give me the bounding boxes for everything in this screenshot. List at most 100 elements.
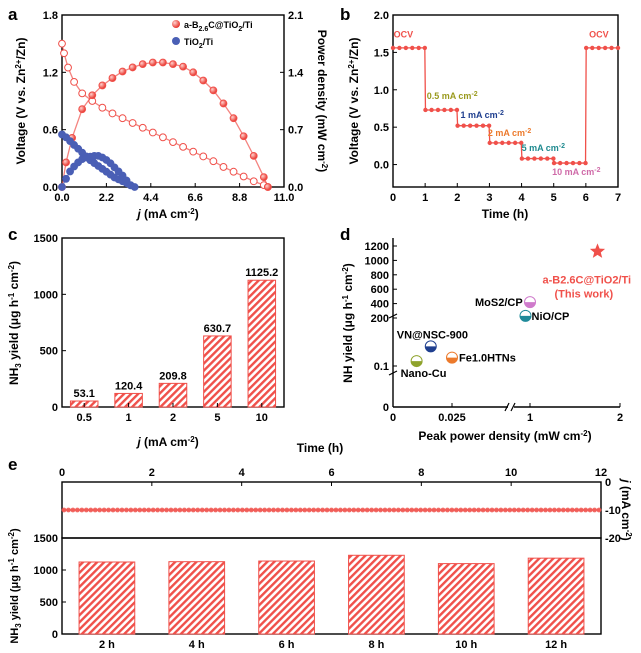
- current-point: [66, 507, 71, 513]
- current-point: [155, 507, 161, 513]
- data-point: [583, 45, 589, 51]
- x-tick-label: 6.6: [188, 192, 203, 204]
- current-point: [137, 507, 143, 513]
- plot-area-a: [58, 39, 272, 191]
- x-axis-label-d: Peak power density (mW cm-2): [418, 429, 591, 443]
- current-point: [511, 507, 517, 513]
- panel-a: a 0.0 0.6 1.2 1.8 0.0 0.7 1.4 2.1 0.0 2.2 4.4 6.6…: [8, 5, 329, 221]
- data-point: [159, 58, 167, 67]
- current-point: [213, 507, 218, 513]
- bar-value-label: 209.8: [159, 370, 187, 382]
- current-point: [436, 507, 441, 513]
- top-tick-label: 12: [595, 467, 607, 479]
- current-point: [266, 507, 272, 513]
- data-point: [551, 156, 556, 161]
- current-point: [124, 507, 129, 513]
- y-tick-label: 0: [52, 402, 58, 414]
- legend-marker-red: [172, 20, 180, 28]
- current-point: [306, 507, 312, 513]
- y-tick-label: 0.0: [43, 182, 58, 194]
- current-density-trace: [61, 507, 602, 513]
- data-point: [390, 45, 396, 51]
- x-axis-label-c: j (mA cm-2): [135, 435, 198, 449]
- y-tick-label: 0.0: [288, 182, 303, 194]
- current-point: [556, 507, 562, 513]
- current-point: [97, 507, 103, 513]
- current-point: [351, 507, 357, 513]
- x-tick-label: 7: [615, 192, 621, 204]
- current-point: [565, 507, 571, 513]
- x-tick-label: 0.0: [54, 192, 69, 204]
- panel-label-c: c: [8, 225, 17, 244]
- current-point: [150, 507, 156, 513]
- top-tick-label: 4: [239, 467, 246, 479]
- current-point: [293, 507, 299, 513]
- data-point: [506, 140, 511, 146]
- bar-value-label: 1125.2: [245, 267, 278, 279]
- plot-frame-a: [61, 14, 285, 188]
- right-tick-label: 0: [605, 477, 611, 489]
- legend-entry-a-b26c: a-B2.6C@TiO2/Ti: [184, 20, 253, 33]
- x-tick-label: 4: [519, 192, 526, 204]
- data-point: [108, 109, 117, 118]
- scatter-points-d: a-B2.6C@TiO2/Ti (This work) MoS2/CP NiO/CP V…: [397, 243, 631, 380]
- right-tick-label: -20: [605, 533, 621, 545]
- current-point: [181, 507, 187, 513]
- current-point: [177, 507, 183, 513]
- data-point: [88, 91, 97, 100]
- data-point: [577, 160, 582, 166]
- axis-break-mark: [510, 402, 516, 412]
- data-point: [557, 160, 563, 166]
- current-point: [288, 507, 294, 513]
- data-point: [148, 128, 157, 137]
- plot-area-b: [390, 45, 621, 166]
- data-point: [122, 176, 131, 185]
- annotation-sup: -2: [498, 110, 504, 117]
- y-axis-label-c: NH3 yield (μg h-1 cm-2): [7, 261, 23, 385]
- y-axis-left-label-a: Voltage (V vs. Zn2+/Zn): [14, 38, 28, 165]
- data-point: [564, 160, 569, 166]
- bar-value-label: 630.7: [204, 323, 232, 335]
- current-point: [569, 507, 575, 513]
- bar: [258, 560, 315, 635]
- data-point: [118, 67, 127, 76]
- bars-c: 53.1 0.5 120.4 1 209.8 2 630.7 5 1125.2 10: [69, 267, 278, 424]
- current-point: [106, 507, 111, 513]
- current-point: [516, 507, 522, 513]
- annotation-text: OCV: [394, 29, 414, 39]
- x-axis-top-label-e: Time (h): [297, 441, 343, 455]
- data-point: [493, 140, 499, 146]
- y-axis-break-mark: [388, 370, 398, 376]
- data-point: [442, 107, 447, 113]
- data-point: [189, 68, 198, 77]
- current-point: [195, 507, 201, 513]
- data-point: [480, 123, 486, 128]
- y-axis-right-label-e: j (mA cm-2): [619, 477, 633, 540]
- x-tick-label: 5: [214, 412, 220, 424]
- x-axis-top-ticks: 0 2 4 6 8 10 12: [59, 467, 607, 486]
- data-point: [239, 172, 248, 181]
- x-tick-label: 10: [256, 412, 268, 424]
- current-point: [355, 507, 361, 513]
- current-point: [297, 507, 303, 513]
- y-axis-ticks: 0 500 1000 1500: [34, 233, 66, 414]
- data-point: [615, 45, 621, 51]
- data-point: [62, 158, 70, 167]
- current-point: [360, 507, 366, 513]
- current-point: [583, 507, 589, 513]
- current-point: [449, 507, 455, 513]
- data-point: [118, 114, 127, 123]
- current-point: [498, 507, 504, 513]
- annotation-text: 10 mA cm: [552, 167, 594, 177]
- x-tick-label: 3: [486, 192, 492, 204]
- current-point: [494, 507, 499, 513]
- current-point: [520, 507, 526, 513]
- annotation-label: 0.5 mA cm-2: [427, 91, 478, 101]
- current-point: [543, 507, 548, 513]
- data-point: [551, 160, 557, 166]
- current-point: [284, 507, 290, 513]
- y-axis-right-ticks: 0.0 0.7 1.4 2.1: [280, 10, 304, 194]
- y-tick-label: 0.6: [43, 125, 58, 137]
- current-point: [61, 507, 67, 513]
- point-label: MoS2/CP: [475, 297, 523, 309]
